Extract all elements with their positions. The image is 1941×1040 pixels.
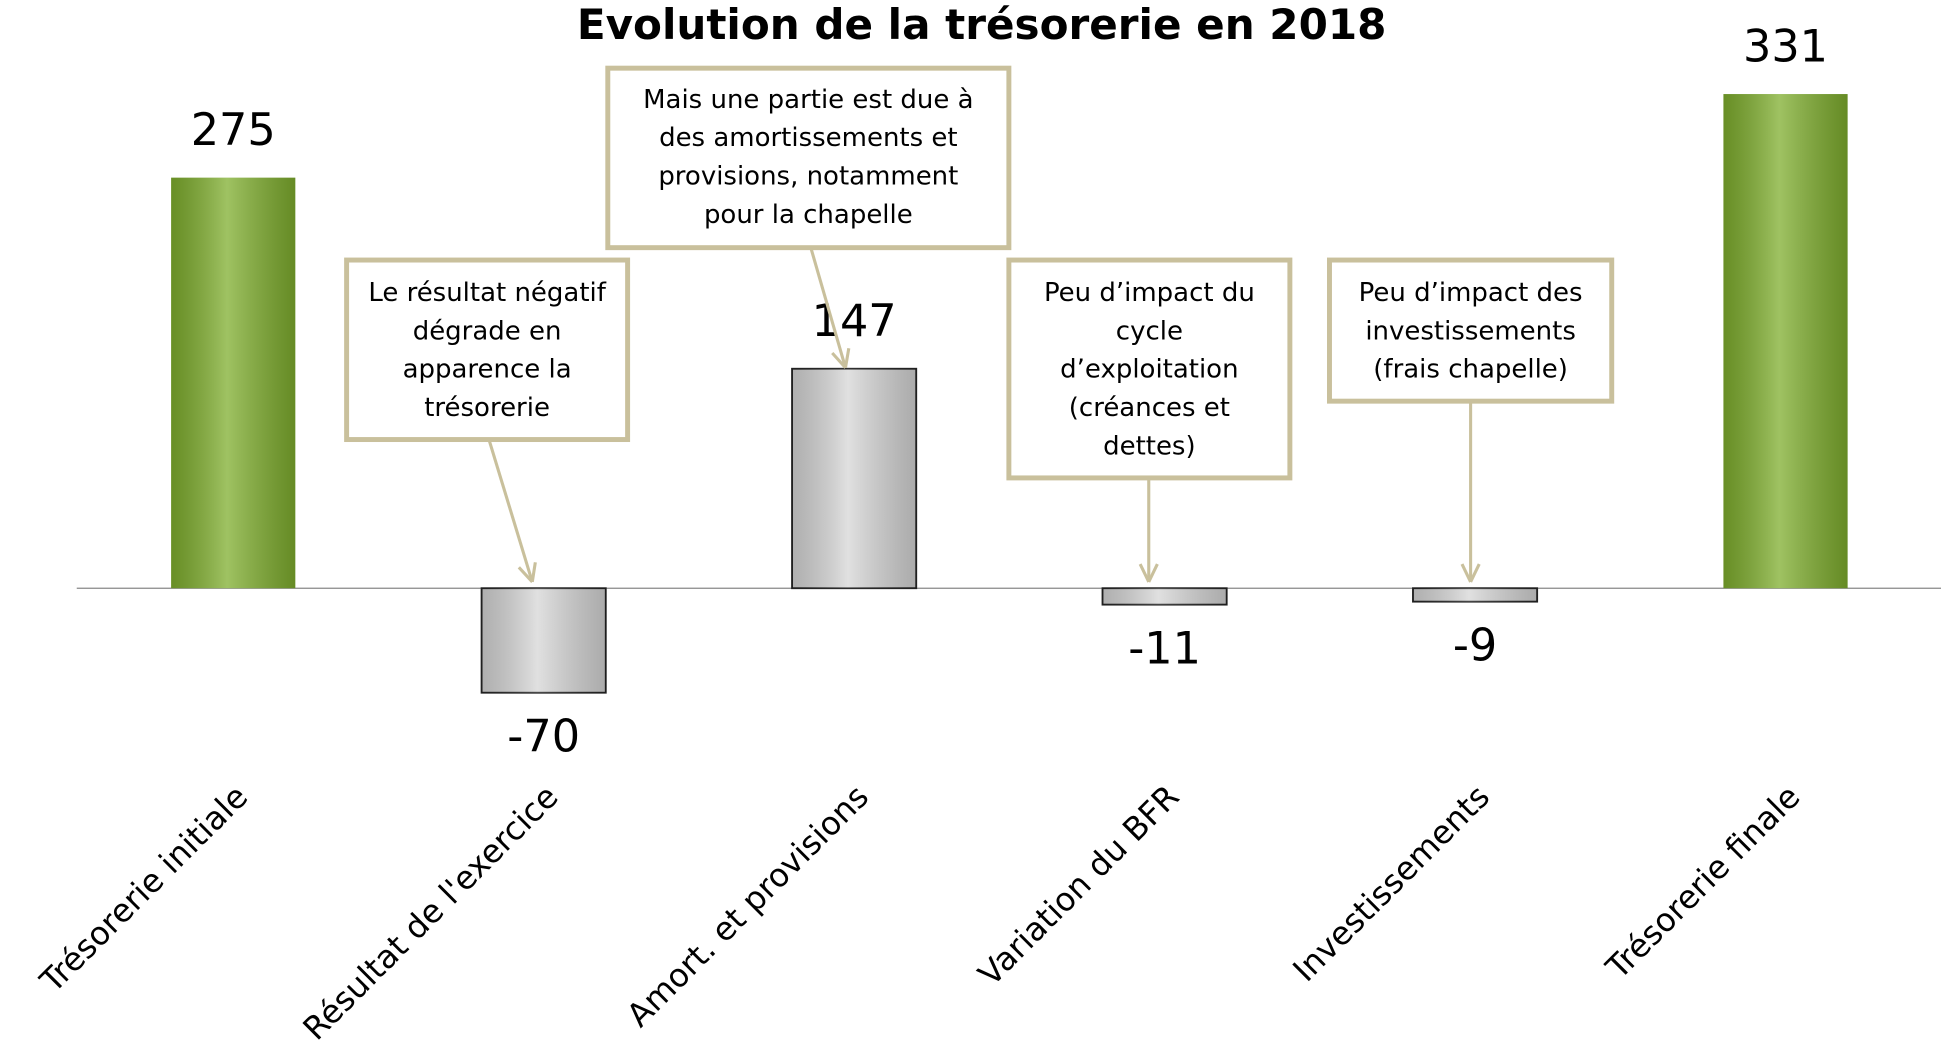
value-label: 275 [191, 104, 276, 156]
value-label: -70 [507, 711, 580, 763]
x-tick-label: Trésorerie finale [1598, 777, 1808, 987]
value-label: -9 [1453, 620, 1497, 672]
bar-shade [171, 177, 296, 589]
callout-arrow [487, 439, 534, 583]
value-label: 331 [1743, 20, 1828, 72]
callout-box [1327, 257, 1615, 404]
callout-arrowhead [831, 351, 847, 369]
x-tick-label: Amort. et provisions [619, 777, 876, 1034]
callout-text: (frais chapelle) [1373, 355, 1568, 385]
callout-text: Le résultat négatif [368, 278, 606, 308]
callout-arrowhead [530, 562, 537, 583]
bar-shade [792, 368, 917, 589]
bar-shade [481, 588, 606, 693]
x-tick-label: Trésorerie initiale [32, 777, 255, 1000]
callout-text: pour la chapelle [704, 200, 913, 230]
callout-arrowhead [1469, 563, 1481, 583]
bar-shade [1102, 588, 1227, 605]
callout-text: d’exploitation [1060, 355, 1238, 385]
callout-arrowhead [1147, 563, 1159, 583]
callout-text: (créances et [1069, 393, 1230, 423]
callout-text: Peu d’impact des [1359, 278, 1583, 308]
callout-text: Mais une partie est due à [643, 85, 973, 115]
callout-box [605, 65, 1012, 251]
callout-text: Peu d’impact du [1044, 278, 1255, 308]
value-label: -11 [1128, 623, 1201, 675]
callout-arrowhead [1138, 563, 1151, 583]
callout-arrowhead [517, 566, 534, 583]
chart-title: Evolution de la trésorerie en 2018 [577, 0, 1387, 49]
callout-text: dégrade en [413, 316, 562, 346]
value-label: 147 [812, 295, 897, 347]
callout-text: dettes) [1103, 431, 1196, 461]
x-tick-label: Variation du BFR [971, 777, 1187, 993]
callout-text: trésorerie [424, 393, 550, 423]
callout-text: provisions, notamment [658, 162, 958, 192]
callout-text: des amortissements et [659, 123, 958, 153]
x-tick-label: Investissements [1285, 777, 1497, 989]
callout-arrow [809, 247, 847, 369]
callout-arrowhead [1460, 563, 1472, 583]
callout-arrowhead [843, 347, 851, 369]
callout-text: apparence la [403, 355, 572, 385]
callout-text: cycle [1116, 316, 1183, 346]
bar-shade [1412, 588, 1538, 602]
x-tick-label: Résultat de l'exercice [296, 777, 566, 1040]
callout-text: investissements [1365, 316, 1576, 346]
callout-box [344, 257, 631, 443]
callout-box [1006, 257, 1293, 481]
bar-shade [1723, 94, 1848, 589]
